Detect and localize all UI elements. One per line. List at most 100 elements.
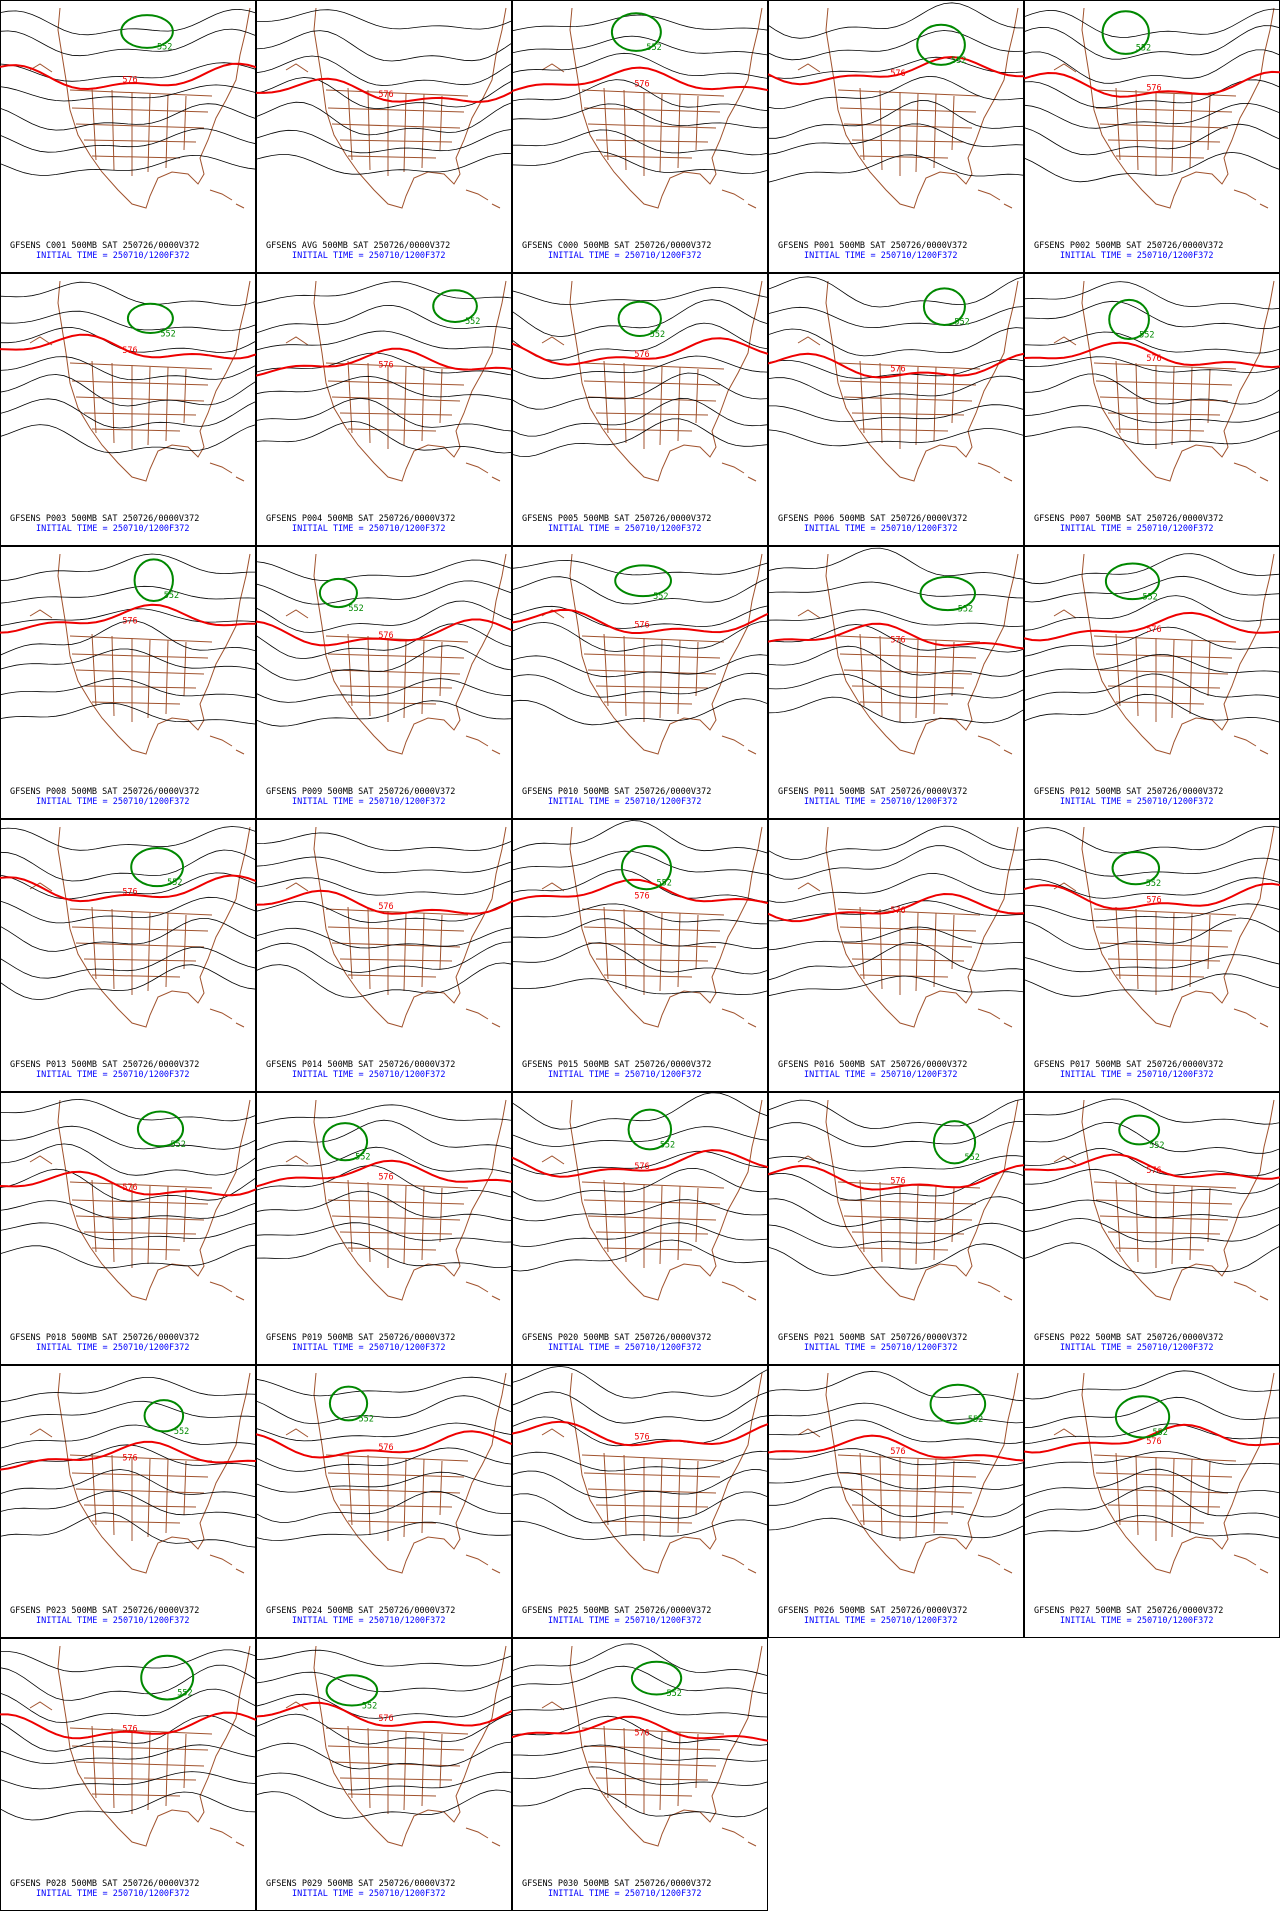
contour-line [768,825,1024,861]
contour-552 [620,845,673,891]
panel-title: GFSENS P017 500MB SAT 250726/0000V372 [1034,1060,1223,1070]
contour-label: 552 [177,1689,192,1699]
contour-line [256,352,512,376]
panel-border [768,0,1024,273]
contour-line [256,1190,512,1222]
contour-line [512,1167,768,1202]
contour-line [1024,595,1280,631]
contour-line [512,1365,768,1399]
contour-line [768,1243,1024,1276]
contour-552 [130,846,185,888]
contour-line [512,103,768,129]
panel-init-time: INITIAL TIME = 250710/1200F372 [1060,1343,1214,1353]
panel-title: GFSENS P006 500MB SAT 250726/0000V372 [778,514,967,524]
contour-line [768,428,1024,447]
panel-title: GFSENS P027 500MB SAT 250726/0000V372 [1034,1606,1223,1616]
contour-line [1024,954,1280,973]
map-panel: 576 552 GFSENS P011 500MB SAT 250726/0000V… [768,546,1024,819]
panel-border [512,0,768,273]
contour-label: 576 [890,906,905,916]
panel-title: GFSENS P029 500MB SAT 250726/0000V372 [266,1879,455,1889]
map-panel: 576 GFSENS P025 500MB SAT 250726/0000V372… [512,1365,768,1638]
panel-border [768,273,1024,546]
panel-title: GFSENS P019 500MB SAT 250726/0000V372 [266,1333,455,1343]
map-panel: 576 552 GFSENS C001 500MB SAT 250726/0000V… [0,0,256,273]
contour-552 [322,1122,369,1162]
contour-line [0,648,256,670]
contour-label: 576 [122,617,137,627]
contour-line [256,1222,512,1243]
panel-border [256,819,512,1092]
panel-title: GFSENS P025 500MB SAT 250726/0000V372 [522,1606,711,1616]
contour-label: 576 [122,1183,137,1193]
panel-border [1024,1365,1280,1638]
contour-line [768,581,1024,599]
panel-init-time: INITIAL TIME = 250710/1200F372 [548,1070,702,1080]
contour-line [512,1665,768,1695]
contour-line [0,1200,256,1220]
contour-552 [922,287,966,327]
panel-border [256,1365,512,1638]
contour-line [256,856,512,874]
contour-576 [0,62,256,91]
contour-line [512,1766,768,1786]
panel-init-time: INITIAL TIME = 250710/1200F372 [1060,797,1214,807]
contour-line [1024,151,1280,183]
contour-line [768,2,1024,39]
contour-576 [0,333,256,360]
panel-title: GFSENS P012 500MB SAT 250726/0000V372 [1034,787,1223,797]
panel-init-time: INITIAL TIME = 250710/1200F372 [804,1616,958,1626]
contour-label: 576 [1146,83,1161,93]
contour-line [768,1486,1024,1518]
contour-552 [1114,1395,1171,1439]
contour-line [0,1244,256,1269]
panel-border [0,1638,256,1911]
contour-576 [512,337,768,366]
contour-line [256,420,512,454]
panel-border [512,1092,768,1365]
contour-576 [512,66,768,93]
contour-line [256,1693,512,1719]
contour-line [0,62,256,82]
contour-line [1024,903,1280,922]
contour-line [768,30,1024,61]
panel-border [768,1092,1024,1365]
contour-line [768,1472,1024,1490]
panel-border [512,1638,768,1911]
contour-552 [1108,298,1150,341]
contour-line [512,1239,768,1272]
contour-line [512,1697,768,1718]
contour-line [1024,1515,1280,1539]
contour-line [768,645,1024,677]
contour-line [1024,1370,1280,1400]
panel-init-time: INITIAL TIME = 250710/1200F372 [36,1616,190,1626]
contour-576 [0,1440,256,1471]
contour-line [1024,373,1280,405]
contour-line [256,1471,512,1493]
contour-label: 552 [1139,330,1154,340]
contour-line [0,281,256,306]
contour-line [0,702,256,725]
contour-line [768,1098,1024,1130]
contour-line [0,1469,256,1498]
contour-line [1024,356,1280,373]
contour-line [1024,8,1280,38]
contour-line [768,873,1024,903]
contour-line [256,1671,512,1693]
contour-576 [256,1159,512,1188]
panel-init-time: INITIAL TIME = 250710/1200F372 [36,1889,190,1899]
panel-init-time: INITIAL TIME = 250710/1200F372 [36,1070,190,1080]
contour-label: 576 [890,635,905,645]
contour-line [256,1447,512,1472]
contour-576 [256,1430,512,1459]
contour-576 [0,603,256,634]
contour-line [0,310,256,331]
panel-title: GFSENS P015 500MB SAT 250726/0000V372 [522,1060,711,1070]
contour-line [0,1125,256,1150]
contour-line [512,355,768,380]
contour-label: 576 [1146,625,1161,635]
contour-line [0,8,256,36]
panel-init-time: INITIAL TIME = 250710/1200F372 [292,797,446,807]
contour-576 [256,347,512,377]
contour-label: 576 [1146,1166,1161,1176]
